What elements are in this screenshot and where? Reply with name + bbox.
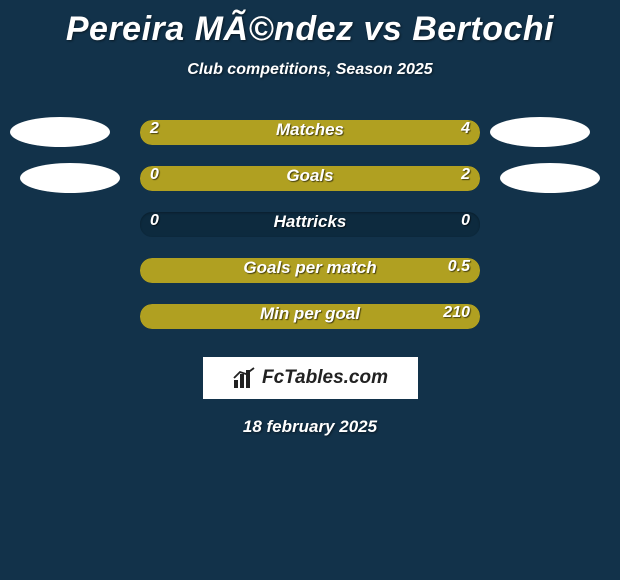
stat-bar-right (252, 120, 480, 145)
stat-row: 210Min per goal (0, 293, 620, 339)
stat-value-right: 2 (461, 166, 470, 184)
stat-value-right: 210 (443, 304, 470, 322)
stat-value-right: 4 (461, 120, 470, 138)
stat-bar-track: 0.5Goals per match (140, 258, 480, 283)
stat-value-left: 0 (150, 166, 159, 184)
stat-value-left: 2 (150, 120, 159, 138)
logo-box: FcTables.com (203, 357, 418, 399)
stat-bar-track: 24Matches (140, 120, 480, 145)
stat-row: 0 0Hattricks (0, 201, 620, 247)
player-ellipse-left (10, 117, 110, 147)
stat-value-right: 0.5 (448, 258, 470, 276)
stats-container: 24Matches02Goals00Hattricks0.5Goals per … (0, 109, 620, 339)
stat-bar-track: 0 0Hattricks (140, 212, 480, 237)
stat-bar-right (140, 258, 480, 283)
stat-value-right: 0 (461, 212, 470, 230)
logo-text: FcTables.com (262, 367, 388, 389)
stat-value-left: 0 (150, 212, 159, 230)
page-subtitle: Club competitions, Season 2025 (0, 61, 620, 79)
page-title: Pereira MÃ©ndez vs Bertochi (0, 0, 620, 49)
stat-row: 02Goals (0, 155, 620, 201)
player-ellipse-left (20, 163, 120, 193)
stat-label: Hattricks (140, 212, 480, 232)
player-ellipse-right (500, 163, 600, 193)
stat-bar-right (140, 304, 480, 329)
stat-row: 24Matches (0, 109, 620, 155)
date-text: 18 february 2025 (0, 417, 620, 437)
bars-icon (232, 366, 258, 390)
player-ellipse-right (490, 117, 590, 147)
stat-row: 0.5Goals per match (0, 247, 620, 293)
stat-bar-right (140, 166, 480, 191)
stat-bar-track: 02Goals (140, 166, 480, 191)
stat-bar-track: 210Min per goal (140, 304, 480, 329)
